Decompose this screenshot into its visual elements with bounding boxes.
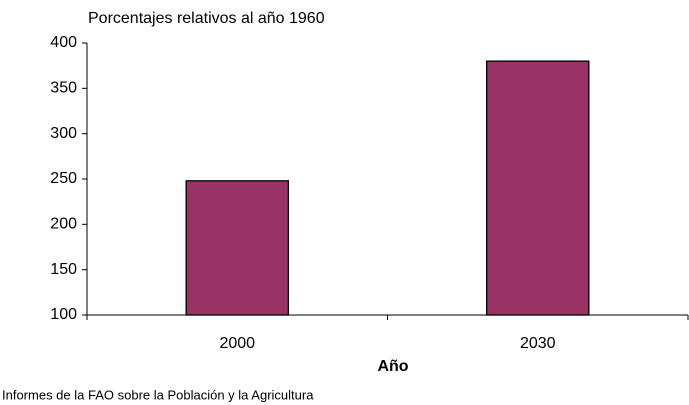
y-tick-label: 250	[50, 170, 77, 187]
x-axis-label: Año	[377, 358, 408, 375]
y-tick-label: 100	[50, 306, 77, 323]
source-note: Informes de la FAO sobre la Población y …	[2, 387, 314, 402]
y-tick-label: 200	[50, 216, 77, 233]
y-tick-label: 350	[50, 80, 77, 97]
bar	[486, 60, 590, 316]
chart-title: Porcentajes relativos al año 1960	[88, 10, 325, 27]
y-tick-label: 400	[50, 34, 77, 51]
x-tick-label: 2000	[219, 335, 255, 352]
bar	[185, 180, 289, 316]
y-tick-label: 300	[50, 125, 77, 142]
y-tick-label: 150	[50, 261, 77, 278]
x-tick-label: 2030	[520, 335, 556, 352]
